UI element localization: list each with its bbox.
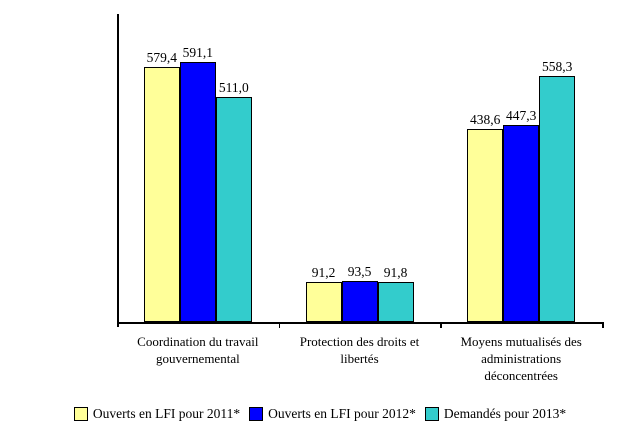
category-label: Protection des droits et libertés xyxy=(299,334,420,366)
legend-label: Demandés pour 2013* xyxy=(443,406,567,421)
legend-label: Ouverts en LFI pour 2012* xyxy=(268,406,416,421)
legend-swatch xyxy=(249,407,264,421)
legend: Ouverts en LFI pour 2011* Ouverts en LFI … xyxy=(0,406,640,422)
legend-item-series3: Demandés pour 2013* xyxy=(424,406,567,422)
bar-value-label: 438,6 xyxy=(469,112,501,128)
bar-series3-cat2 xyxy=(377,281,414,322)
legend-item-series1: Ouverts en LFI pour 2011* xyxy=(73,406,241,422)
y-axis-line xyxy=(117,14,119,327)
legend-swatch xyxy=(73,407,88,421)
bar-series1-cat3 xyxy=(467,129,504,322)
bar-series1-cat2 xyxy=(305,281,342,322)
category-label: Coordination du travail gouvernemental xyxy=(137,334,259,366)
bar-value-label: 91,8 xyxy=(383,264,408,280)
bar-value-label: 591,1 xyxy=(182,44,214,60)
x-axis-line xyxy=(117,322,603,324)
legend-label: Ouverts en LFI pour 2011* xyxy=(92,406,241,421)
bar-value-label: 558,3 xyxy=(541,59,573,75)
bar-value-label: 93,5 xyxy=(347,263,372,279)
x-axis-tick xyxy=(278,322,281,328)
x-axis-tick xyxy=(440,322,442,328)
bar-series2-cat3 xyxy=(503,125,540,322)
bar-series3-cat3 xyxy=(539,76,576,322)
bar-series3-cat1 xyxy=(215,97,252,322)
bar-value-label: 511,0 xyxy=(218,80,249,96)
bar-series2-cat2 xyxy=(341,280,378,322)
bar-series2-cat1 xyxy=(179,61,216,322)
bar-value-label: 91,2 xyxy=(311,264,336,280)
x-axis-tick xyxy=(602,322,604,328)
bar-value-label: 447,3 xyxy=(505,108,537,124)
category-label: Moyens mutualisés des administrations dé… xyxy=(460,334,582,383)
legend-swatch xyxy=(424,407,439,421)
bar-series1-cat1 xyxy=(143,67,180,322)
bar-value-label: 579,4 xyxy=(146,50,178,66)
legend-item-series2: Ouverts en LFI pour 2012* xyxy=(249,406,416,422)
